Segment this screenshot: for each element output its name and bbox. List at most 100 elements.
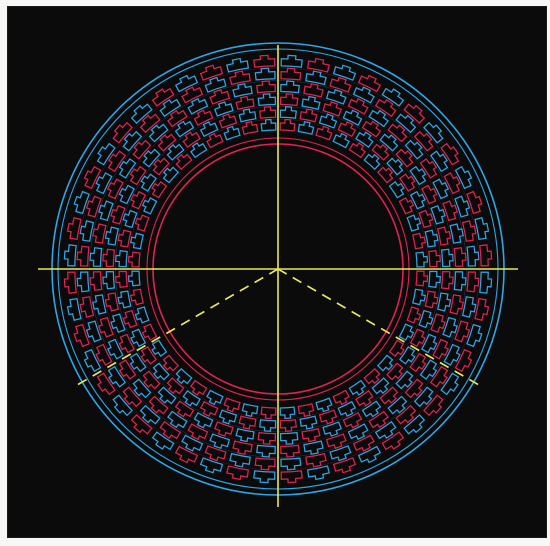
trace-bracket: [106, 178, 124, 200]
trace-bracket: [461, 296, 477, 318]
trace-bracket: [199, 121, 219, 138]
trace-bracket: [204, 76, 227, 93]
trace-bracket: [151, 339, 168, 357]
trace-bracket: [174, 400, 195, 418]
trace-bracket: [142, 370, 161, 390]
trace-bracket: [140, 173, 157, 192]
trace-bracket: [404, 378, 424, 399]
trace-bracket: [218, 409, 238, 425]
trace-bracket: [347, 97, 369, 115]
trace-bracket: [257, 431, 277, 445]
trace-bracket: [329, 445, 352, 462]
trace-bracket: [95, 172, 113, 195]
trace-bracket: [139, 113, 161, 134]
trace-bracket: [107, 365, 127, 388]
trace-bracket: [187, 423, 209, 441]
trace-bracket: [466, 245, 480, 267]
trace-bracket: [479, 244, 493, 267]
trace-bracket: [104, 226, 120, 246]
trace-bracket: [193, 412, 214, 429]
trace-bracket: [112, 121, 133, 144]
trace-bracket: [279, 93, 299, 107]
trace-bracket: [303, 440, 324, 455]
trace-bracket: [479, 271, 493, 294]
trace-bracket: [299, 108, 318, 123]
trace-bracket: [337, 400, 357, 417]
trace-bracket: [406, 214, 422, 232]
trace-bracket: [388, 181, 405, 199]
trace-bracket: [238, 415, 257, 430]
trace-bracket: [132, 378, 152, 399]
trace-bracket: [199, 64, 224, 81]
trace-bracket: [115, 250, 128, 268]
trace-bracket: [259, 106, 277, 119]
trace-bracket: [355, 390, 374, 407]
trace-bracket: [413, 386, 434, 408]
trace-bracket: [115, 270, 128, 288]
trace-bracket: [352, 86, 375, 104]
trace-bracket: [89, 247, 103, 267]
trace-bracket: [423, 394, 444, 417]
trace-bracket: [110, 204, 126, 225]
trace-bracket: [129, 288, 144, 306]
trace-bracket: [440, 142, 460, 166]
trace-bracket: [175, 153, 193, 171]
trace-bracket: [280, 67, 302, 81]
trace-bracket: [461, 220, 477, 242]
trace-bracket: [423, 121, 444, 144]
trace-bracket: [379, 133, 399, 152]
trace-bracket: [315, 125, 333, 141]
trace-bracket: [129, 352, 147, 373]
trace-bracket: [141, 323, 158, 341]
trace-bracket: [387, 395, 408, 415]
trace-bracket: [226, 465, 250, 481]
trace-bracket: [257, 93, 277, 107]
trace-bracket: [403, 103, 426, 124]
trace-bracket: [226, 57, 250, 73]
trace-bracket: [454, 165, 473, 190]
trace-bracket: [454, 195, 471, 218]
trace-bracket: [395, 113, 417, 134]
trace-bracket: [432, 338, 450, 360]
trace-bracket: [388, 339, 405, 357]
trace-bracket: [279, 106, 297, 119]
trace-bracket: [361, 400, 382, 418]
trace-bracket: [166, 143, 185, 161]
trace-bracket: [66, 297, 82, 321]
trace-bracket: [303, 83, 324, 98]
trace-bracket: [129, 232, 144, 250]
trace-bracket: [332, 389, 350, 406]
trace-bracket: [254, 457, 276, 471]
trace-bracket: [440, 372, 460, 396]
trace-bracket: [403, 414, 426, 435]
trace-bracket: [256, 80, 276, 94]
trace-bracket: [301, 427, 321, 443]
trace-bracket: [280, 470, 303, 484]
trace-bracket: [474, 217, 490, 241]
trace-bracket: [76, 245, 90, 267]
trace-bracket: [132, 139, 152, 160]
dashed-diagonal-right: [277, 268, 482, 388]
trace-bracket: [348, 379, 366, 396]
trace-bracket: [409, 352, 427, 373]
trace-bracket: [406, 306, 422, 324]
trace-bracket: [376, 354, 394, 372]
trace-bracket: [436, 292, 452, 312]
trace-bracket: [424, 290, 439, 309]
trace-bracket: [260, 118, 277, 132]
trace-bracket: [167, 109, 188, 128]
trace-bracket: [187, 97, 209, 115]
trace-bracket: [118, 158, 137, 179]
trace-bracket: [318, 113, 338, 129]
trace-bracket: [318, 409, 338, 425]
trace-bracket: [223, 125, 241, 141]
trace-bracket: [306, 465, 330, 481]
trace-bracket: [142, 148, 161, 168]
trace-bracket: [213, 421, 234, 437]
trace-bracket: [415, 270, 429, 287]
trace-bracket: [329, 76, 352, 93]
trace-bracket: [85, 195, 102, 218]
trace-bracket: [206, 132, 224, 149]
trace-bracket: [398, 197, 415, 215]
trace-bracket: [399, 346, 416, 365]
